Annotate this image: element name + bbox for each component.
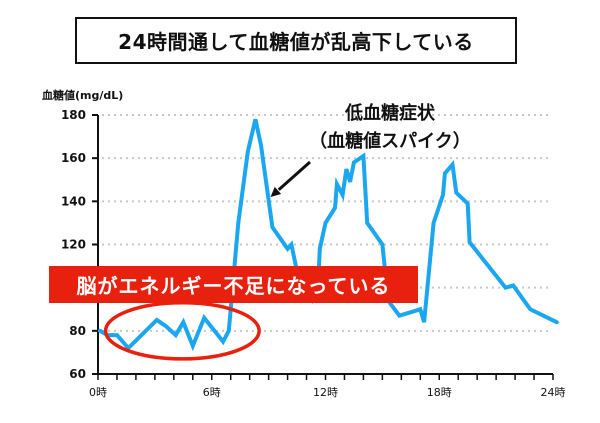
spike-annotation: 低血糖症状 （血糖値スパイク）	[290, 100, 490, 156]
annotation-line2: （血糖値スパイク）	[309, 131, 471, 152]
y-tick-label: 60	[69, 367, 86, 381]
y-tick-label: 80	[69, 324, 86, 338]
highlight-ellipse	[103, 301, 261, 361]
banner-text: 脳がエネルギー不足になっている	[76, 274, 391, 298]
chart-title: 24時間通して血糖値が乱高下している	[118, 30, 474, 54]
y-tick-label: 160	[61, 151, 86, 165]
x-tick-label: 0時	[89, 386, 107, 399]
y-tick-label: 140	[61, 194, 86, 208]
energy-shortage-banner: 脳がエネルギー不足になっている	[49, 266, 418, 303]
y-tick-label: 120	[61, 238, 86, 252]
x-tick-label: 6時	[203, 386, 221, 399]
x-tick-label: 18時	[427, 386, 452, 399]
y-axis-label: 血糖値(mg/dL)	[42, 89, 124, 102]
annotation-line1: 低血糖症状	[345, 103, 435, 124]
y-tick-label: 180	[61, 108, 86, 122]
chart-title-box: 24時間通して血糖値が乱高下している	[75, 17, 517, 64]
x-tick-label: 24時	[541, 386, 566, 399]
arrow-icon	[270, 160, 311, 198]
glucose-line	[97, 118, 559, 352]
x-tick-label: 12時	[313, 386, 338, 399]
